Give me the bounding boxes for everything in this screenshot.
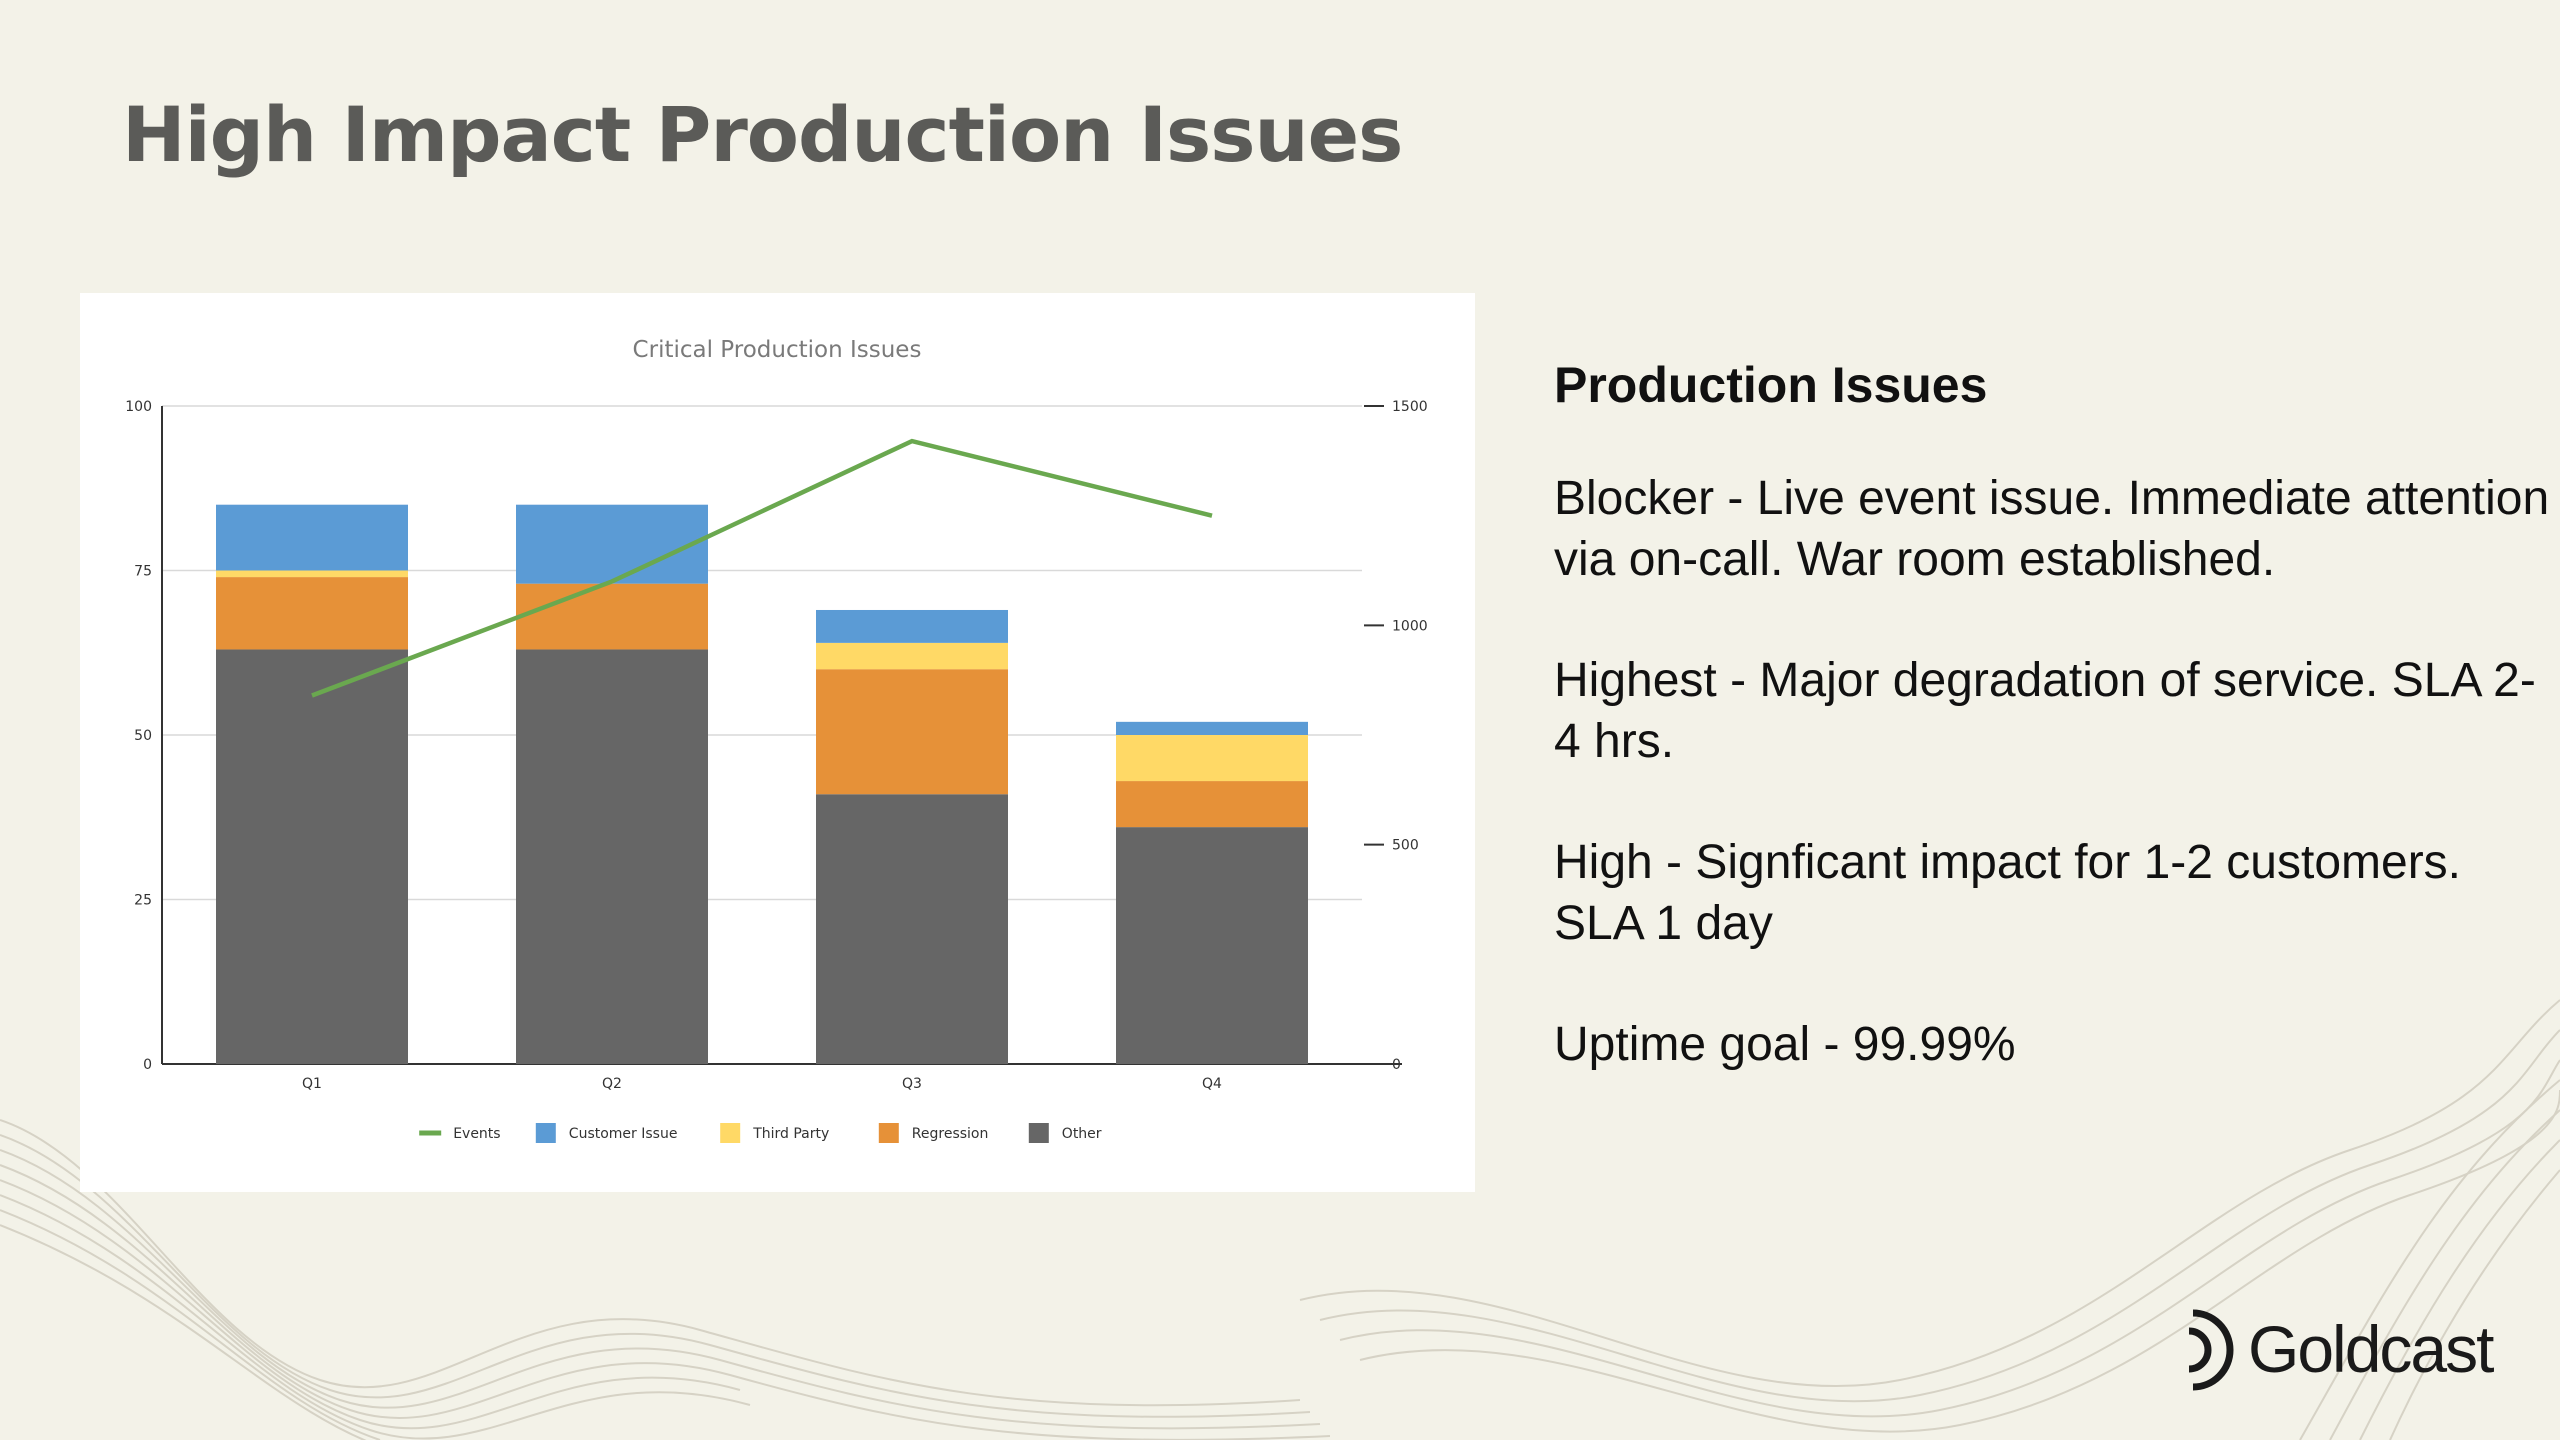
highest-description: Highest - Major degradation of service. … xyxy=(1554,654,2536,768)
goldcast-logo-icon xyxy=(2188,1309,2234,1391)
stacked-bar-line-chart: Critical Production Issues 0255075100050… xyxy=(125,337,1428,1143)
legend-label-regression: Regression xyxy=(912,1126,989,1142)
legend-swatch-customer-issue xyxy=(535,1123,556,1143)
y-tick-label: 100 xyxy=(125,399,152,415)
blocker-description: Blocker - Live event issue. Immediate at… xyxy=(1554,472,2550,586)
x-tick-label: Q2 xyxy=(602,1076,622,1092)
y2-tick-label: 0 xyxy=(1392,1057,1401,1073)
y-tick-label: 25 xyxy=(134,893,152,909)
x-tick-label: Q1 xyxy=(302,1076,322,1092)
x-tick-label: Q3 xyxy=(902,1076,922,1092)
uptime-goal: Uptime goal - 99.99% xyxy=(1554,1018,2016,1071)
y-tick-label: 75 xyxy=(134,564,152,580)
bar-regression-q4 xyxy=(1116,781,1308,828)
bar-third-party-q4 xyxy=(1116,735,1308,782)
panel-heading: Production Issues xyxy=(1554,357,1988,413)
line-events xyxy=(311,438,1213,698)
y2-tick-label: 1500 xyxy=(1392,399,1428,415)
goldcast-logo: Goldcast xyxy=(2185,1305,2525,1395)
legend-label-events: Events xyxy=(453,1126,500,1142)
x-tick-label: Q4 xyxy=(1202,1076,1222,1092)
high-description: High - Signficant impact for 1-2 custome… xyxy=(1554,836,2462,950)
bar-customer-issue-q4 xyxy=(1116,721,1308,735)
bar-other-q4 xyxy=(1116,827,1308,1064)
legend-label-customer-issue: Customer Issue xyxy=(569,1126,678,1142)
bar-customer-issue-q2 xyxy=(516,504,708,584)
goldcast-logo-text: Goldcast xyxy=(2248,1312,2494,1386)
legend-swatch-other xyxy=(1028,1123,1049,1143)
legend-swatch-third-party xyxy=(720,1123,741,1143)
bar-third-party-q3 xyxy=(816,642,1008,670)
legend-swatch-regression xyxy=(878,1123,899,1143)
bar-regression-q2 xyxy=(516,583,708,650)
y2-tick-label: 500 xyxy=(1392,838,1419,854)
bar-customer-issue-q1 xyxy=(216,504,408,571)
bar-other-q1 xyxy=(216,649,408,1064)
bar-regression-q1 xyxy=(216,577,408,650)
chart-panel: Critical Production Issues 0 25 50 75 100 0 50… xyxy=(80,293,1475,1192)
bar-customer-issue-q3 xyxy=(816,609,1008,643)
bar-other-q3 xyxy=(816,794,1008,1064)
y-tick-label: 50 xyxy=(134,728,152,744)
y2-tick-label: 1000 xyxy=(1392,618,1428,634)
bar-other-q2 xyxy=(516,649,708,1064)
production-issues-panel: Production Issues Blocker - Live event i… xyxy=(1554,350,2554,1135)
slide-title: High Impact Production Issues xyxy=(122,90,1403,179)
legend-label-third-party: Third Party xyxy=(752,1126,829,1142)
bar-third-party-q1 xyxy=(216,570,408,578)
chart-title: Critical Production Issues xyxy=(633,337,922,363)
bar-regression-q3 xyxy=(816,669,1008,795)
legend-label-other: Other xyxy=(1062,1126,1102,1142)
y-tick-label: 0 xyxy=(143,1057,152,1073)
